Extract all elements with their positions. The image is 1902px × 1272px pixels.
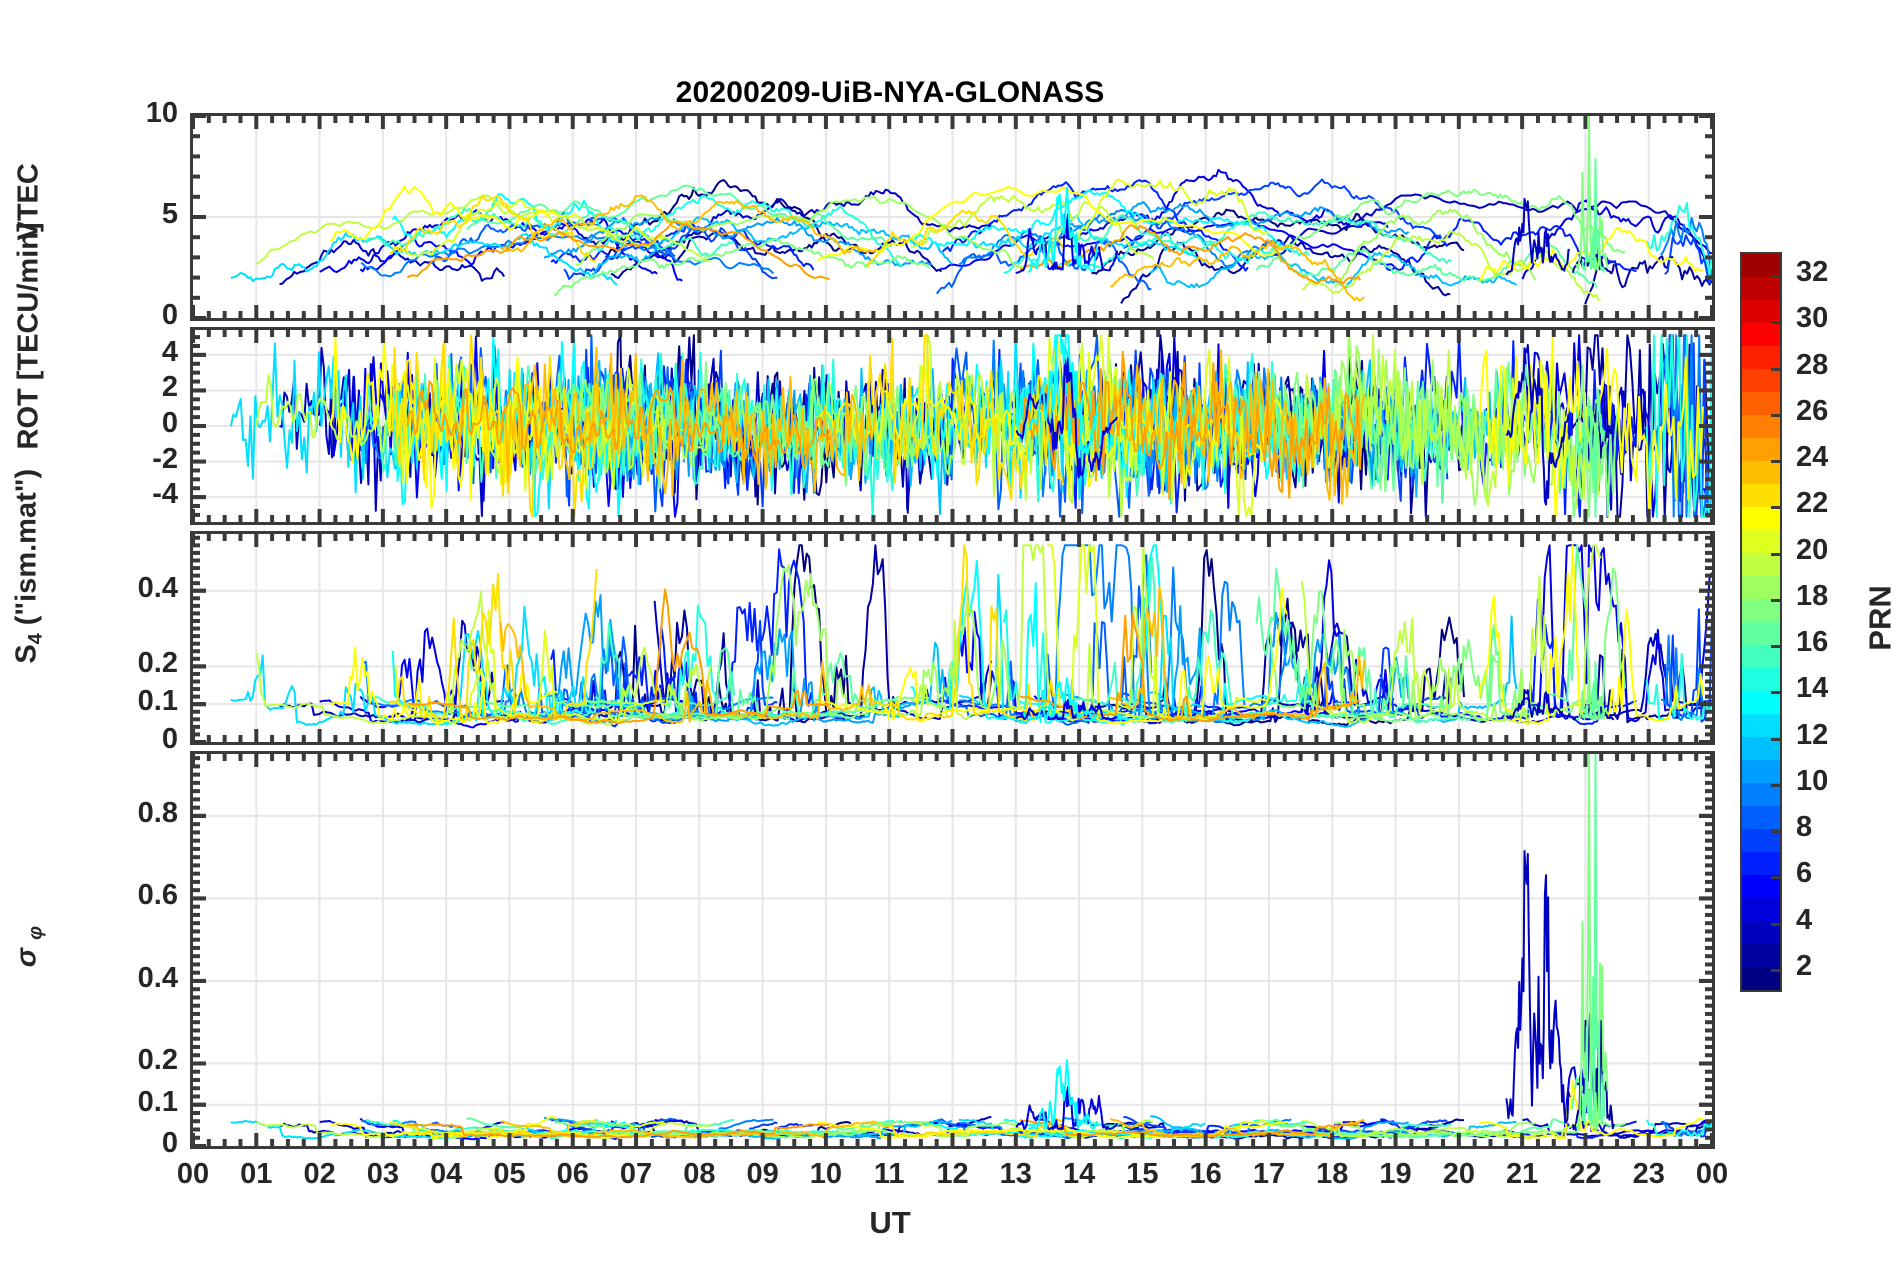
colorbar-tick-30: 30: [1796, 302, 1829, 335]
xtick-10-10: 10: [809, 1158, 843, 1190]
colorbar-tick-22: 22: [1796, 487, 1829, 520]
xtick-06-6: 06: [556, 1158, 589, 1190]
colorbar-tickmark-20: [1771, 552, 1780, 556]
ytick-s4-1: 0.1: [137, 685, 178, 718]
colorbar-tick-4: 4: [1796, 903, 1813, 936]
xtick-23-23: 23: [1632, 1158, 1665, 1190]
xtick-08-8: 08: [683, 1158, 716, 1190]
colorbar-tickmark-24: [1771, 460, 1780, 464]
colorbar-tick-28: 28: [1796, 348, 1829, 381]
ylabel-s4: S4 ("ism.mat"): [10, 468, 47, 664]
colorbar-tickmark-12: [1771, 737, 1780, 741]
colorbar: [1740, 252, 1782, 992]
ytick-s4-2: 0.2: [137, 647, 178, 680]
colorbar-tick-20: 20: [1796, 533, 1829, 566]
xtick-00-24: 00: [1695, 1158, 1729, 1190]
ytick-sigmaphi-5: 0.8: [137, 796, 178, 829]
xtick-11-11: 11: [873, 1158, 905, 1190]
colorbar-tick-2: 2: [1796, 949, 1813, 982]
colorbar-tick-12: 12: [1796, 718, 1829, 751]
xtick-15-15: 15: [1126, 1158, 1159, 1190]
colorbar-tick-24: 24: [1796, 441, 1829, 474]
colorbar-tickmark-32: [1771, 275, 1780, 279]
ylabel-rot: ROT [TECU/min]: [12, 222, 45, 450]
colorbar-tick-18: 18: [1796, 579, 1829, 612]
colorbar-tickmark-30: [1771, 321, 1780, 325]
ytick-s4-3: 0.4: [137, 571, 178, 604]
xtick-14-14: 14: [1062, 1158, 1096, 1190]
colorbar-tickmark-16: [1771, 645, 1780, 649]
xtick-13-13: 13: [999, 1158, 1032, 1190]
xtick-12-12: 12: [936, 1158, 969, 1190]
xtick-07-7: 07: [619, 1158, 653, 1190]
colorbar-tickmark-6: [1771, 876, 1780, 880]
colorbar-tickmark-18: [1771, 598, 1780, 602]
colorbar-tick-32: 32: [1796, 256, 1829, 289]
colorbar-tick-16: 16: [1796, 626, 1829, 659]
colorbar-label: PRN: [1862, 585, 1898, 651]
xtick-00-0: 00: [176, 1158, 210, 1190]
panel-sigmaphi: [190, 751, 1715, 1149]
xtick-09-9: 09: [746, 1158, 779, 1190]
ylabel-sigmaphi: σ φ: [10, 926, 47, 968]
xtick-02-2: 02: [303, 1158, 336, 1190]
ytick-sigmaphi-0: 0: [161, 1127, 178, 1159]
ytick-rot-3: 2: [161, 371, 178, 404]
colorbar-tickmark-22: [1771, 506, 1780, 510]
colorbar-tickmark-2: [1771, 968, 1780, 972]
ytick-rot-1: -2: [152, 442, 178, 475]
xtick-21-21: 21: [1505, 1158, 1539, 1190]
colorbar-tick-14: 14: [1796, 672, 1829, 705]
ytick-sigmaphi-1: 0.1: [137, 1085, 178, 1118]
ytick-vtec-0: 0: [161, 299, 178, 331]
xtick-19-19: 19: [1379, 1158, 1412, 1190]
figure-title: 20200209-UiB-NYA-GLONASS: [675, 76, 1105, 109]
xtick-04-4: 04: [430, 1158, 463, 1190]
panel-rot: [190, 327, 1715, 525]
colorbar-tickmark-26: [1771, 413, 1780, 417]
ytick-rot-2: 0: [161, 407, 178, 439]
xtick-05-5: 05: [493, 1158, 526, 1190]
panel-vtec: [190, 113, 1715, 321]
colorbar-tick-26: 26: [1796, 394, 1829, 427]
ytick-rot-0: -4: [152, 478, 178, 511]
xtick-22-22: 22: [1569, 1158, 1602, 1190]
xtick-17-17: 17: [1252, 1158, 1286, 1190]
colorbar-tick-8: 8: [1796, 811, 1813, 844]
x-axis-label: UT: [869, 1205, 911, 1240]
colorbar-tickmark-14: [1771, 691, 1780, 695]
ytick-sigmaphi-3: 0.4: [137, 961, 178, 994]
colorbar-tickmark-4: [1771, 922, 1780, 926]
ytick-sigmaphi-4: 0.6: [137, 879, 178, 912]
panel-s4: [190, 531, 1715, 745]
colorbar-tickmark-8: [1771, 830, 1780, 834]
xtick-03-3: 03: [366, 1158, 399, 1190]
xtick-20-20: 20: [1442, 1158, 1475, 1190]
ytick-vtec-2: 10: [145, 97, 178, 129]
ytick-rot-4: 4: [161, 335, 178, 368]
xtick-16-16: 16: [1189, 1158, 1222, 1190]
xtick-01-1: 01: [240, 1158, 273, 1190]
colorbar-tick-10: 10: [1796, 764, 1829, 797]
ytick-s4-0: 0: [161, 723, 178, 755]
ytick-vtec-1: 5: [161, 198, 178, 230]
colorbar-tick-6: 6: [1796, 857, 1813, 890]
ytick-sigmaphi-2: 0.2: [137, 1044, 178, 1077]
colorbar-tickmark-28: [1771, 367, 1780, 371]
xtick-18-18: 18: [1316, 1158, 1349, 1190]
colorbar-tickmark-10: [1771, 783, 1780, 787]
